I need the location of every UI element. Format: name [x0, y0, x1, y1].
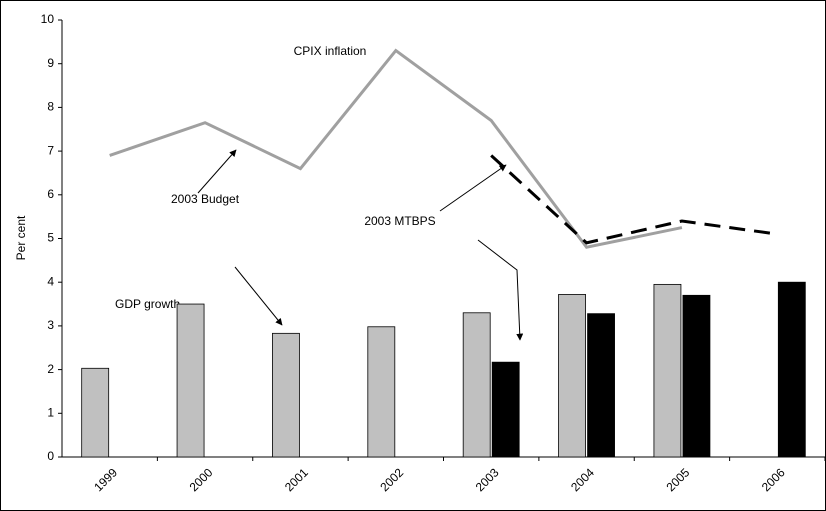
- line: [490, 154, 778, 245]
- y-tick-label: 10: [41, 12, 55, 26]
- y-tick-label: 4: [47, 274, 54, 288]
- arrow: [234, 266, 283, 326]
- x-tick-label: 1999: [91, 465, 120, 494]
- x-tick-label: 2004: [568, 465, 597, 494]
- y-tick-label: 5: [47, 231, 54, 245]
- annotation: GDP growth: [115, 297, 180, 311]
- bar: [587, 313, 615, 458]
- y-tick-label: 3: [47, 318, 54, 332]
- y-tick-label: 7: [47, 143, 54, 157]
- x-tick-label: 2000: [187, 465, 216, 494]
- annotation: 2003 Budget: [171, 192, 240, 206]
- bar: [462, 312, 491, 458]
- y-tick-label: 2: [47, 362, 54, 376]
- x-tick-label: 2003: [473, 465, 502, 494]
- y-axis-label: Per cent: [14, 215, 28, 260]
- arrow: [477, 239, 524, 341]
- arrow: [439, 164, 507, 212]
- arrows: [197, 149, 524, 341]
- annotation: CPIX inflation: [294, 44, 367, 58]
- line: [109, 48, 683, 249]
- x-tick-label: 2002: [377, 465, 406, 494]
- y-tick-label: 8: [47, 100, 54, 114]
- y-tick-label: 0: [47, 449, 54, 463]
- x-tick-label: 2006: [759, 465, 788, 494]
- annotation: 2003 MTBPS: [364, 214, 435, 228]
- bar: [272, 332, 300, 458]
- y-tick-label: 6: [47, 187, 54, 201]
- bar: [81, 367, 110, 458]
- y-tick-label: 9: [47, 56, 54, 70]
- bar: [653, 283, 682, 458]
- bar: [682, 294, 711, 458]
- y-tick-label: 1: [47, 405, 54, 419]
- bar: [491, 361, 520, 458]
- bar: [777, 281, 806, 458]
- bar: [558, 294, 586, 458]
- x-tick-label: 2005: [664, 465, 693, 494]
- bar: [367, 326, 396, 458]
- arrow: [197, 149, 237, 194]
- bar: [176, 303, 205, 458]
- x-tick-label: 2001: [282, 465, 311, 494]
